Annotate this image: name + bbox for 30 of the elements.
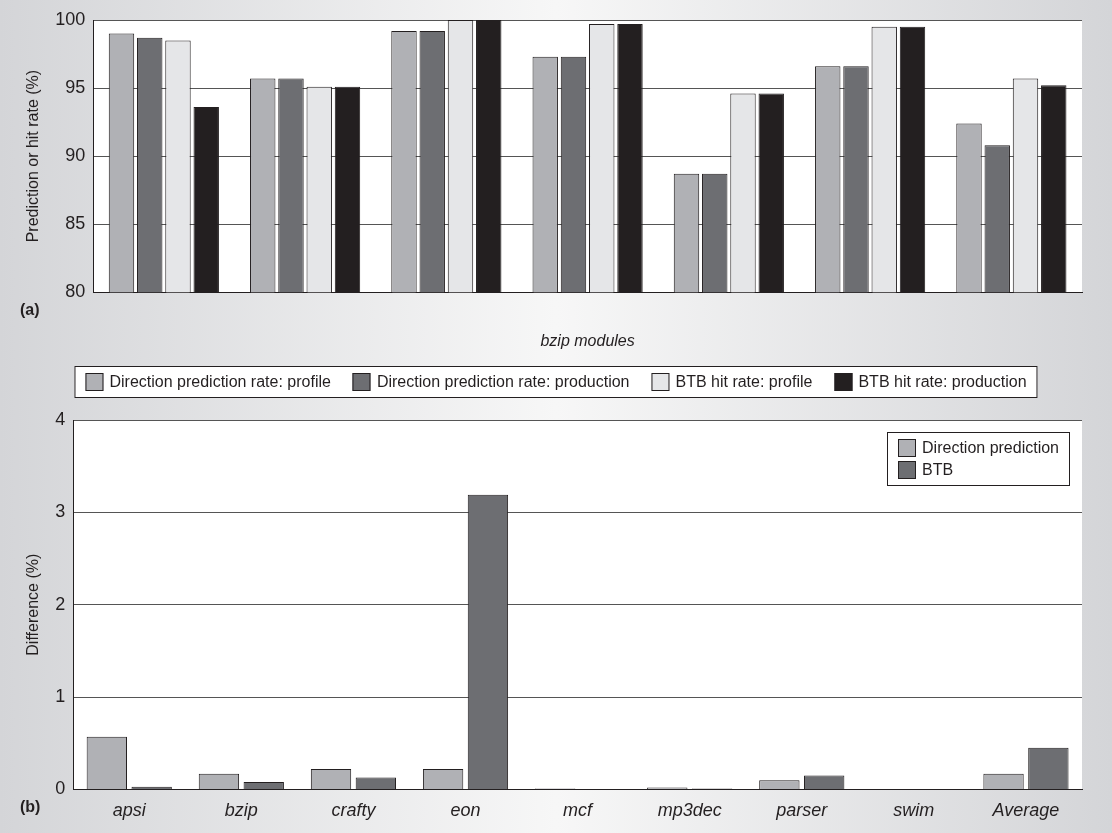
y-tick-label: 1 [55, 686, 66, 707]
x-tick-label: parser [775, 800, 829, 821]
x-tick-label: swim [893, 800, 935, 821]
y-tick-label: 80 [65, 281, 86, 302]
x-tick-label: Average [991, 800, 1060, 821]
legend-label: Direction prediction rate: production [376, 373, 630, 391]
y-tick-label: 0 [55, 778, 66, 799]
legend-label: Direction prediction rate: profile [109, 373, 331, 391]
x-tick-label: bzip [224, 800, 258, 821]
y-tick-label: 4 [55, 408, 66, 429]
text: (b) [20, 797, 41, 815]
y-tick-label: 95 [65, 77, 86, 98]
x-tick-label: apsi [112, 800, 147, 821]
y-tick-label: 2 [55, 593, 66, 614]
legend-label: BTB hit rate: production [858, 373, 1027, 391]
x-tick-label: crafty [331, 800, 377, 821]
x-axis-title: bzip modules [540, 331, 635, 349]
x-tick-label: eon [450, 800, 481, 821]
x-tick-label: mp3dec [657, 800, 722, 821]
legend-label: Direction prediction [922, 439, 1059, 457]
x-tick-label: mcf [563, 800, 595, 821]
y-axis-title: Difference (%) [24, 553, 42, 656]
legend-label: BTB hit rate: profile [675, 373, 813, 391]
text: (a) [20, 300, 40, 318]
y-tick-label: 3 [55, 501, 66, 522]
y-tick-label: 90 [65, 145, 86, 166]
y-tick-label: 100 [55, 8, 86, 29]
y-tick-label: 85 [65, 213, 86, 234]
legend-label: BTB [922, 461, 954, 479]
y-axis-title: Prediction or hit rate (%) [24, 69, 42, 243]
